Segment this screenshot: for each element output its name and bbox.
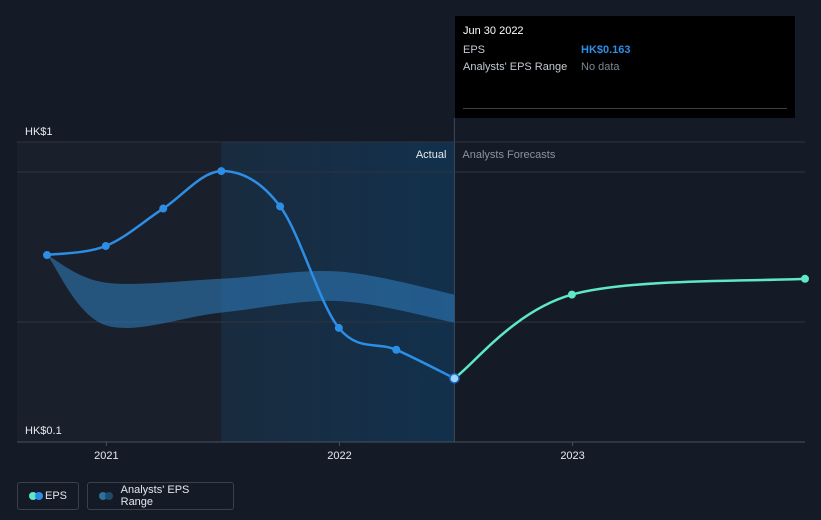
eps-actual-point (159, 204, 168, 213)
tooltip-eps-row: EPS HK$0.163 (463, 41, 787, 58)
forecast-region-label: Analysts Forecasts (462, 149, 555, 161)
eps-actual-point (43, 251, 51, 260)
legend-range-toggle[interactable]: Analysts' EPS Range (87, 482, 234, 510)
legend-eps-icon (29, 492, 43, 500)
legend-eps-toggle[interactable]: EPS (17, 482, 79, 510)
tooltip-range-row: Analysts' EPS Range No data (463, 58, 787, 75)
x-tick-label: 2023 (560, 450, 584, 462)
eps-range-band (47, 255, 455, 329)
tooltip-date: Jun 30 2022 (463, 25, 524, 37)
tooltip-eps-value: HK$0.163 (581, 43, 631, 56)
eps-forecast-line (453, 277, 806, 380)
x-tick-label: 2021 (94, 450, 118, 462)
y-axis-bottom-label: HK$0.1 (25, 425, 62, 437)
tooltip-range-label: Analysts' EPS Range (463, 60, 568, 73)
x-tick-label: 2022 (327, 450, 351, 462)
legend-range-icon (99, 492, 113, 500)
y-axis-top-label: HK$1 (25, 126, 53, 138)
eps-actual-point (276, 202, 285, 211)
eps-actual-point (392, 345, 401, 354)
actual-region-label: Actual (416, 149, 447, 161)
eps-tooltip: Jun 30 2022 EPS HK$0.163 Analysts' EPS R… (455, 16, 795, 118)
tooltip-range-value: No data (581, 60, 620, 73)
eps-actual-point (101, 242, 110, 251)
eps-actual-point (217, 167, 226, 176)
tooltip-eps-label: EPS (463, 43, 486, 56)
legend-eps-label: EPS (44, 490, 67, 502)
eps-forecast-point (567, 290, 576, 299)
tooltip-divider (463, 108, 787, 109)
eps-forecast-point (801, 274, 809, 283)
eps-actual-point (334, 323, 343, 332)
legend-range-label: Analysts' EPS Range (120, 484, 190, 508)
eps-actual-line (46, 169, 455, 380)
eps-selected-point (449, 373, 460, 384)
